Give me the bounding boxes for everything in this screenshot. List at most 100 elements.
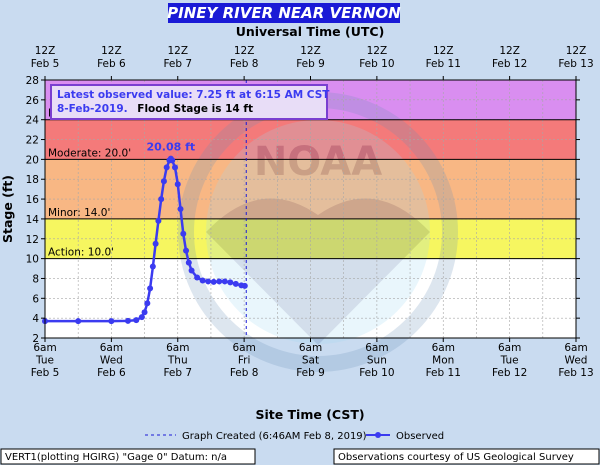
y-axis-title: Stage (ft) [0, 175, 15, 243]
observed-point [227, 279, 234, 286]
x-tick-label: 6am [498, 342, 521, 354]
x-tick-label: 6am [166, 342, 189, 354]
footer-left-box [0, 448, 256, 465]
x2-tick-label: Feb 7 [163, 58, 192, 70]
observed-point [160, 178, 167, 185]
x2-tick-label: Feb 10 [359, 58, 394, 70]
stage-label-moderate: Moderate: 20.0' [48, 147, 131, 159]
x2-tick-label: 12Z [234, 45, 255, 57]
latest-value-line2: 8-Feb-2019. Flood Stage is 14 ft [57, 103, 253, 115]
footer-left-text: VERT1(plotting HGIRG) "Gage 0" Datum: n/… [5, 452, 227, 463]
observed-point [124, 317, 131, 324]
x-tick-label: 6am [365, 342, 388, 354]
x-tick-label: Feb 5 [31, 367, 60, 379]
footer-right-box [333, 448, 600, 465]
y-tick-label: 10 [26, 254, 39, 266]
observed-point [163, 164, 170, 171]
x2-tick-label: Feb 12 [492, 58, 527, 70]
flood-stage-note: Flood Stage is 14 ft [137, 103, 253, 115]
x-tick-label: Tue [500, 355, 519, 367]
y-tick-label: 26 [26, 95, 40, 107]
observed-point [183, 247, 190, 254]
observed-point [147, 285, 154, 292]
observed-point [108, 318, 115, 325]
x-tick-label: Sun [367, 355, 387, 367]
x2-tick-label: 12Z [167, 45, 188, 57]
legend: Graph Created (6:46AM Feb 8, 2019) Obser… [145, 431, 444, 442]
chart-title: PINEY RIVER NEAR VERNON [167, 4, 401, 22]
y-tick-label: 18 [26, 174, 39, 186]
title-bar [168, 3, 400, 23]
observed-point [216, 278, 223, 285]
x-tick-label: 6am [33, 342, 56, 354]
y-tick-label: 28 [26, 75, 39, 87]
peak-value-label: 20.08 ft [147, 141, 196, 154]
observed-point [174, 181, 181, 188]
observed-point [180, 230, 187, 237]
watermark-logo-text: NOAA [254, 139, 382, 185]
y-tick-label: 22 [26, 135, 39, 147]
x-tick-label: Tue [35, 355, 54, 367]
x-tick-label: Fri [238, 355, 251, 367]
x2-tick-label: 12Z [367, 45, 388, 57]
x2-tick-label: 12Z [101, 45, 122, 57]
observed-point [232, 280, 239, 287]
observed-point [169, 157, 176, 164]
observed-point [241, 282, 248, 289]
stage-label-action: Action: 10.0' [48, 247, 114, 259]
observed-point [149, 263, 156, 270]
watermark-inner-disc [206, 120, 430, 344]
observed-point [199, 277, 206, 284]
observed-point [158, 196, 165, 203]
x2-tick-label: Feb 11 [426, 58, 461, 70]
x2-tick-label: 12Z [566, 45, 587, 57]
observed-point [144, 300, 151, 307]
x-tick-label: Feb 9 [296, 367, 325, 379]
x-tick-label: Sat [302, 355, 319, 367]
x-tick-label: Feb 6 [97, 367, 126, 379]
observed-point [75, 318, 82, 325]
footer-right-text: Observations courtesy of US Geological S… [338, 452, 574, 463]
top-axis-title: Universal Time (UTC) [236, 24, 385, 39]
latest-value-line1: Latest observed value: 7.25 ft at 6:15 A… [57, 89, 330, 101]
observed-point [138, 314, 145, 321]
watermark-bird-shape [206, 198, 430, 345]
observed-point [155, 217, 162, 224]
observed-series [42, 155, 248, 325]
legend-observed-label: Observed [396, 431, 444, 442]
y-tick-label: 24 [26, 115, 40, 127]
y-tick-label: 14 [26, 214, 40, 226]
x2-tick-label: Feb 8 [230, 58, 259, 70]
x-tick-label: Feb 10 [359, 367, 394, 379]
y-tick-label: 4 [32, 313, 39, 325]
observed-point [177, 206, 184, 212]
observed-point [185, 259, 192, 266]
observed-point [152, 240, 159, 247]
latest-value-box: Latest observed value: 7.25 ft at 6:15 A… [50, 84, 330, 120]
latest-value-date: 8-Feb-2019. [57, 103, 128, 115]
observed-point [141, 309, 148, 316]
x-tick-label: Feb 7 [163, 367, 192, 379]
x2-tick-label: 12Z [35, 45, 56, 57]
y-tick-label: 2 [32, 333, 39, 345]
x-tick-label: Wed [100, 355, 123, 367]
observed-point [194, 274, 201, 281]
y-tick-label: 16 [26, 194, 40, 206]
observed-point [171, 164, 178, 171]
y-tick-label: 20 [26, 154, 39, 166]
x-tick-label: Wed [565, 355, 588, 367]
y-tick-label: 8 [32, 273, 39, 285]
observed-point [221, 278, 228, 285]
x-tick-label: Feb 11 [426, 367, 461, 379]
x2-tick-label: Feb 13 [558, 58, 593, 70]
x2-tick-label: Feb 6 [97, 58, 126, 70]
x-tick-label: Thu [167, 355, 188, 367]
x-tick-label: 6am [232, 342, 255, 354]
x2-tick-label: 12Z [499, 45, 520, 57]
noaa-watermark: NOAA [178, 92, 458, 372]
x-tick-label: Feb 13 [558, 367, 593, 379]
legend-created-label: Graph Created (6:46AM Feb 8, 2019) [182, 431, 367, 442]
x-tick-label: 6am [432, 342, 455, 354]
y-tick-label: 12 [26, 234, 39, 246]
